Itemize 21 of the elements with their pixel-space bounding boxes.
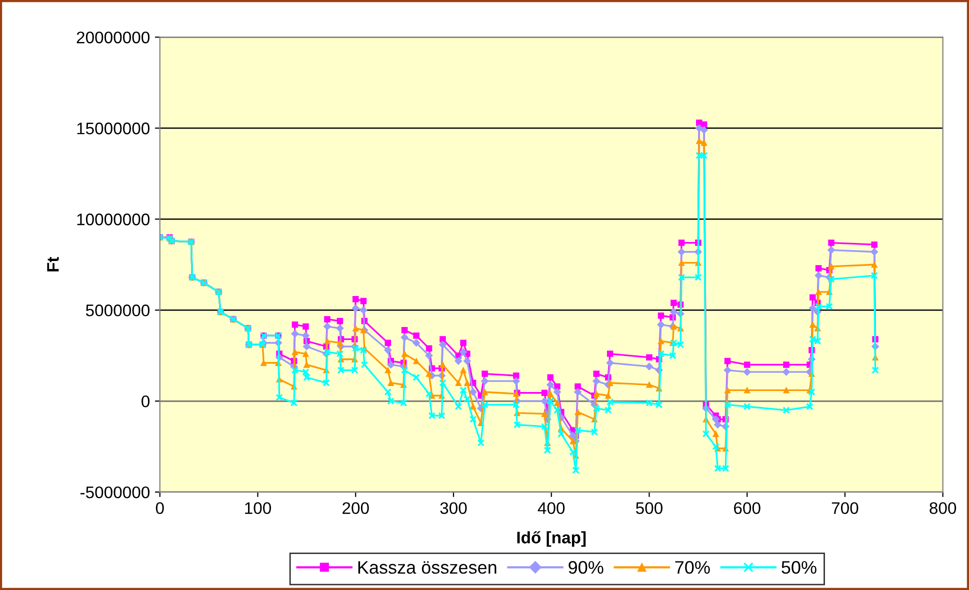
y-tick-label: 20000000	[76, 32, 150, 44]
y-tick-label: 5000000	[86, 304, 150, 316]
y-axis-title: Ft	[47, 256, 59, 272]
x-tick-label: 100	[245, 502, 272, 514]
x-tick-label: 600	[734, 502, 760, 514]
y-tick-label: 15000000	[77, 122, 150, 134]
legend-label: 70%	[675, 561, 710, 574]
legend-label: 50%	[782, 561, 816, 574]
x-tick-label: 800	[930, 502, 956, 514]
y-tick-label: 10000000	[77, 214, 150, 226]
x-tick-label: 200	[342, 502, 369, 514]
x-tick-label: 400	[538, 502, 565, 514]
x-tick-label: 500	[636, 502, 662, 514]
x-axis-title: Idő [nap]	[517, 531, 586, 547]
legend-label: 90%	[568, 561, 604, 574]
x-tick-label: 300	[440, 502, 467, 514]
x-tick-label: 700	[832, 502, 858, 514]
x-tick-label: 0	[156, 502, 164, 514]
y-tick-label: -5000000	[80, 486, 150, 498]
y-tick-label: 0	[142, 395, 150, 408]
legend-label: Kassza összesen	[358, 561, 496, 574]
